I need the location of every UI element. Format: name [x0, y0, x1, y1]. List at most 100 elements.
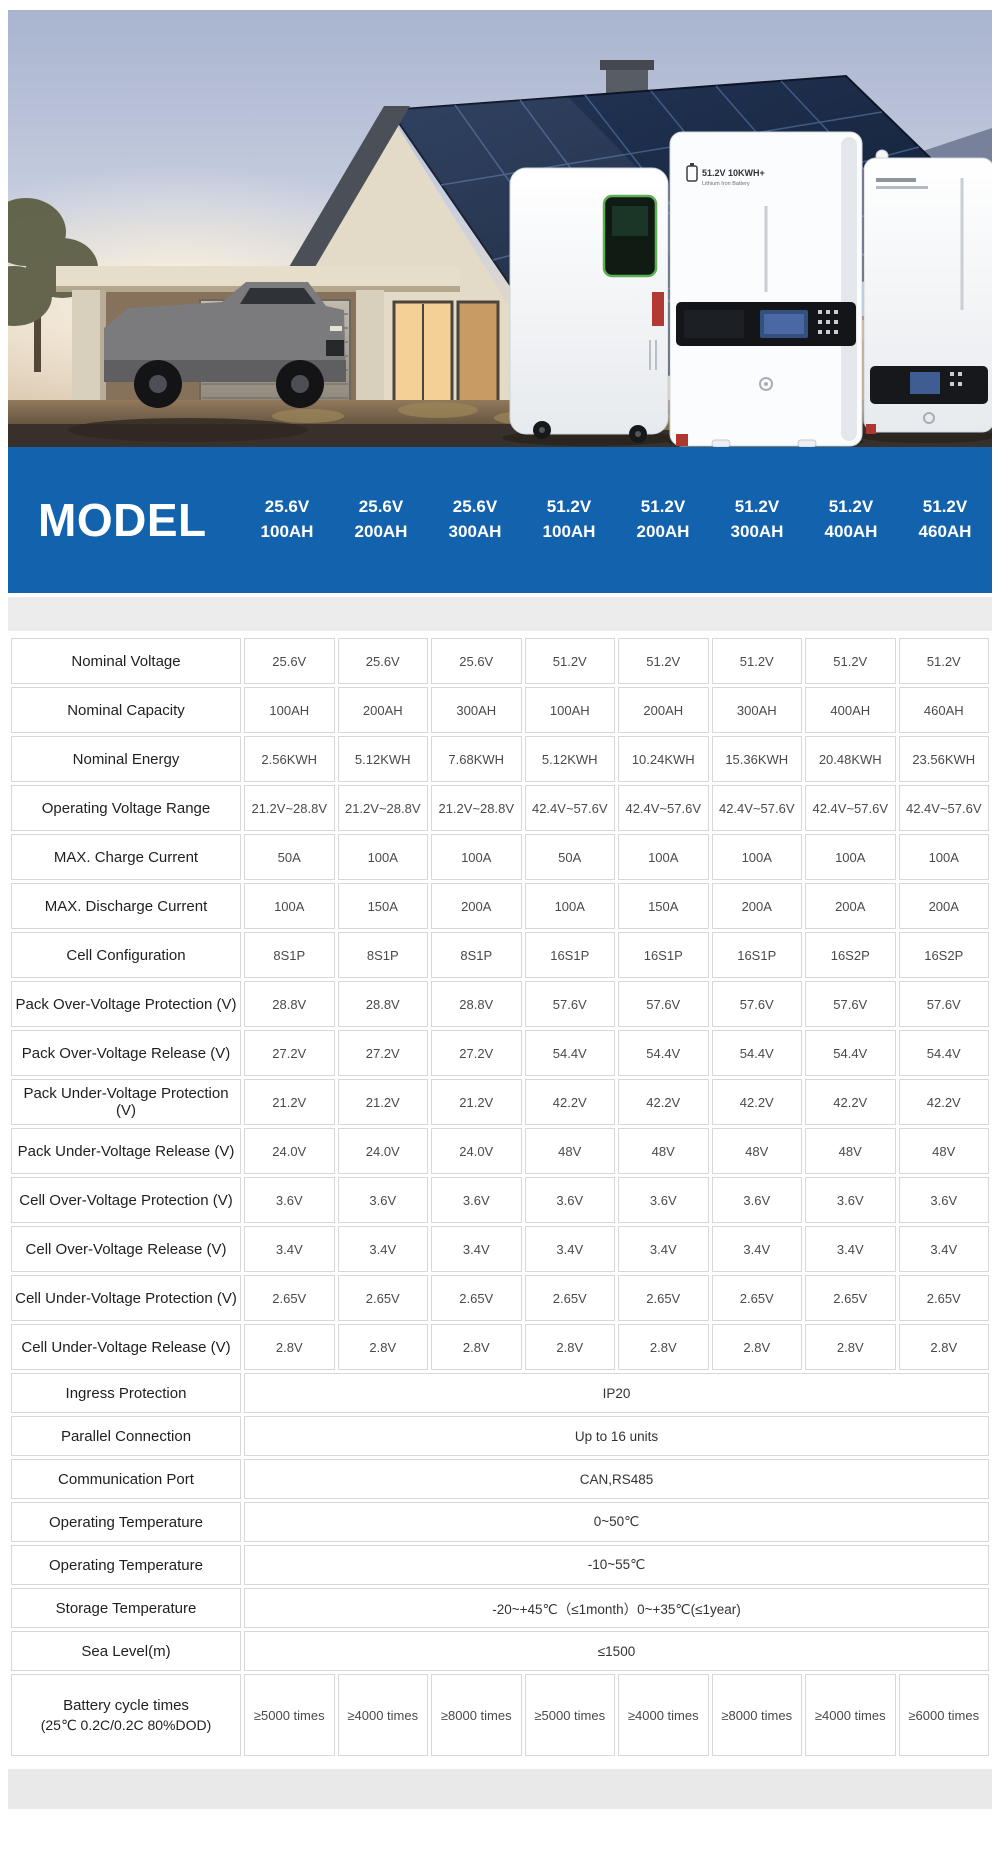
- value-cell: 10.24KWH: [618, 736, 709, 782]
- value-cell: 3.6V: [898, 1177, 989, 1223]
- model-capacity: 300AH: [730, 522, 784, 541]
- table-row: MAX. Charge Current 50A 100A 100A 50A 100A 100…: [11, 834, 989, 880]
- value-cell: 3.4V: [618, 1226, 709, 1272]
- table-row: Nominal Energy 2.56KWH 5.12KWH 7.68KWH 5.12K…: [11, 736, 989, 782]
- row-label-text: Pack Under-Voltage Release (V): [17, 1142, 235, 1160]
- value-cell: 2.65V: [898, 1275, 989, 1321]
- footer-band: [8, 1769, 992, 1809]
- value-cell: 7.68KWH: [431, 736, 522, 782]
- value-cell: 100AH: [244, 687, 335, 733]
- table-row: Communication Port CAN,RS485: [11, 1459, 989, 1499]
- value-cell: 27.2V: [337, 1030, 428, 1076]
- tree: [8, 198, 98, 372]
- value-cell: ≥4000 times: [618, 1674, 709, 1756]
- value-cell: ≥8000 times: [431, 1674, 522, 1756]
- row-label: Nominal Energy: [11, 736, 241, 782]
- row-label: Storage Temperature: [11, 1588, 241, 1628]
- truck-windshield: [240, 288, 316, 304]
- model-voltage: 51.2V: [734, 497, 780, 517]
- value-cell: ≥5000 times: [244, 1674, 335, 1756]
- divider-band: [8, 597, 992, 631]
- row-label-text: Nominal Capacity: [67, 701, 185, 719]
- value-cell: 54.4V: [898, 1030, 989, 1076]
- row-label-text: Cell Under-Voltage Protection (V): [15, 1289, 237, 1307]
- value-cell: 3.4V: [244, 1226, 335, 1272]
- value-cell: 150A: [337, 883, 428, 929]
- table-row: Nominal Capacity 100AH 200AH 300AH 100AH 200A…: [11, 687, 989, 733]
- page: 51.2V 10KWH+ Lithium Iron Battery: [0, 10, 1000, 1816]
- value-cell: 2.65V: [524, 1275, 615, 1321]
- value-cell: 57.6V: [898, 981, 989, 1027]
- model-column: 25.6V 300AH: [428, 495, 522, 544]
- value-cell: 8S1P: [337, 932, 428, 978]
- model-voltage: 51.2V: [828, 497, 874, 517]
- value-cell: 100A: [805, 834, 896, 880]
- value-cell: 5.12KWH: [524, 736, 615, 782]
- value-cell: 100A: [244, 883, 335, 929]
- value-cell: 27.2V: [431, 1030, 522, 1076]
- value-cell: 3.4V: [805, 1226, 896, 1272]
- brand-logo: [759, 377, 773, 391]
- value-cell: 200A: [431, 883, 522, 929]
- spec-table: Nominal Voltage 25.6V 25.6V 25.6V 51.2V 51.2V…: [8, 635, 992, 1759]
- row-label: Pack Over-Voltage Release (V): [11, 1030, 241, 1076]
- value-cell: 16S2P: [898, 932, 989, 978]
- value-cell: 57.6V: [524, 981, 615, 1027]
- row-label: Cell Configuration: [11, 932, 241, 978]
- value-cell: ≥8000 times: [711, 1674, 802, 1756]
- row-label: Cell Under-Voltage Release (V): [11, 1324, 241, 1370]
- table-row: Ingress Protection IP20: [11, 1373, 989, 1413]
- truck: [104, 282, 346, 408]
- value-cell: 54.4V: [524, 1030, 615, 1076]
- value-cell: 3.4V: [431, 1226, 522, 1272]
- value-cell: 25.6V: [244, 638, 335, 684]
- row-label: MAX. Charge Current: [11, 834, 241, 880]
- model-column: 51.2V 300AH: [710, 495, 804, 544]
- value-cell: 27.2V: [244, 1030, 335, 1076]
- value-cell: 200A: [711, 883, 802, 929]
- value-cell: 25.6V: [431, 638, 522, 684]
- hero-image: 51.2V 10KWH+ Lithium Iron Battery: [8, 10, 992, 447]
- value-cell: 2.65V: [337, 1275, 428, 1321]
- value-cell: 16S1P: [524, 932, 615, 978]
- model-column: 25.6V 100AH: [240, 495, 334, 544]
- value-cell: 460AH: [898, 687, 989, 733]
- merged-value-cell: Up to 16 units: [244, 1416, 989, 1456]
- model-voltage: 25.6V: [264, 497, 310, 517]
- value-cell: 3.4V: [337, 1226, 428, 1272]
- model-column: 51.2V 460AH: [898, 495, 992, 544]
- model-voltage: 51.2V: [922, 497, 968, 517]
- model-capacity: 200AH: [354, 522, 408, 541]
- value-cell: 300AH: [431, 687, 522, 733]
- model-voltage: 25.6V: [452, 497, 498, 517]
- value-cell: 16S1P: [618, 932, 709, 978]
- value-cell: 8S1P: [244, 932, 335, 978]
- value-cell: 100AH: [524, 687, 615, 733]
- value-cell: 57.6V: [618, 981, 709, 1027]
- merged-value-cell: CAN,RS485: [244, 1459, 989, 1499]
- table-row: Battery cycle times (25℃ 0.2C/0.2C 80%DOD…: [11, 1674, 989, 1756]
- value-cell: 54.4V: [618, 1030, 709, 1076]
- model-capacity: 460AH: [918, 522, 972, 541]
- row-label: Sea Level(m): [11, 1631, 241, 1671]
- value-cell: 21.2V: [337, 1079, 428, 1125]
- value-cell: 200AH: [337, 687, 428, 733]
- row-label: Ingress Protection: [11, 1373, 241, 1413]
- lcd-screen: [910, 372, 940, 394]
- value-cell: 21.2V: [431, 1079, 522, 1125]
- value-cell: 24.0V: [431, 1128, 522, 1174]
- value-cell: 24.0V: [337, 1128, 428, 1174]
- value-cell: 100A: [431, 834, 522, 880]
- value-cell: 42.2V: [898, 1079, 989, 1125]
- value-cell: 3.6V: [244, 1177, 335, 1223]
- merged-value-cell: 0~50℃: [244, 1502, 989, 1542]
- value-cell: 57.6V: [711, 981, 802, 1027]
- value-cell: 21.2V: [244, 1079, 335, 1125]
- value-cell: 42.4V~57.6V: [524, 785, 615, 831]
- value-cell: 3.4V: [711, 1226, 802, 1272]
- row-label-text: Pack Over-Voltage Release (V): [21, 1044, 231, 1062]
- value-cell: 200AH: [618, 687, 709, 733]
- model-columns: 25.6V 100AH 25.6V 200AH 25.6V 300AH 51.2V 100AH…: [240, 495, 992, 544]
- row-label-text: Cell Configuration: [66, 946, 186, 964]
- value-cell: 8S1P: [431, 932, 522, 978]
